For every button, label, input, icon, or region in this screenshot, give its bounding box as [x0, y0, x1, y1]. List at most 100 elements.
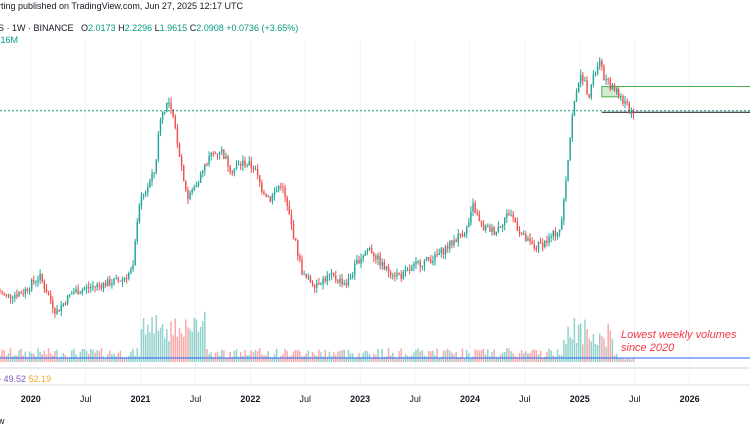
candle-body	[22, 293, 24, 295]
candle-body	[132, 265, 134, 270]
candle-body	[206, 164, 208, 166]
volume-bar	[271, 357, 274, 362]
volume-bar	[288, 357, 291, 362]
candle-body	[104, 282, 107, 287]
candle-body	[349, 276, 352, 279]
candle-body	[66, 295, 69, 305]
volume-bar	[149, 332, 151, 362]
candle-body	[254, 168, 257, 170]
candle-body	[421, 265, 424, 267]
candle-body	[220, 149, 223, 153]
x-tick-label: 2026	[680, 394, 700, 404]
volume-bar	[0, 355, 1, 362]
volume-bar	[193, 317, 196, 362]
volume-bar	[434, 355, 436, 362]
candle-body	[586, 80, 588, 95]
volume-bar	[16, 355, 18, 362]
volume-bar	[356, 356, 358, 362]
volume-bar	[480, 350, 483, 362]
candle-body	[320, 284, 322, 286]
volume-bar	[381, 348, 383, 362]
volume-bar	[220, 349, 223, 362]
volume-bar	[90, 348, 92, 362]
volume-bar	[487, 349, 489, 362]
rsi-readout: - 49.52 52.19	[0, 374, 51, 384]
candle-body	[180, 156, 183, 166]
volume-bar	[151, 316, 153, 362]
volume-bar	[180, 333, 183, 362]
candle-body	[480, 221, 483, 226]
candle-body	[425, 257, 428, 261]
volume-bar	[56, 349, 58, 362]
volume-bar	[259, 348, 261, 362]
volume-bar	[176, 336, 179, 362]
candle-body	[503, 218, 506, 225]
volume-bar	[94, 352, 96, 362]
change-value: +0.0736 (+3.65%)	[226, 23, 299, 33]
volume-bar	[402, 356, 405, 362]
candle-body	[261, 182, 263, 192]
candle-body	[246, 165, 248, 167]
candle-body	[56, 309, 58, 314]
candle-body	[294, 238, 297, 241]
candle-body	[41, 273, 43, 282]
volume-bar	[47, 348, 50, 362]
volume-bar	[628, 358, 631, 362]
volume-bar	[560, 355, 563, 362]
volume-bar	[14, 355, 16, 362]
volume-bar	[332, 352, 335, 362]
volume-bar	[121, 356, 124, 362]
volume-bar	[22, 355, 24, 362]
candle-body	[45, 288, 48, 294]
volume-bar	[531, 350, 533, 362]
volume-bar	[472, 356, 474, 362]
volume-bar	[541, 357, 544, 362]
candle-body	[235, 165, 238, 169]
volume-bar	[178, 328, 181, 362]
candle-body	[278, 186, 280, 190]
candle-body	[54, 308, 56, 314]
candle-body	[159, 120, 162, 135]
candle-body	[60, 305, 62, 312]
candle-body	[493, 227, 495, 235]
candle-body	[339, 278, 341, 283]
volume-bar	[275, 348, 278, 362]
volume-bar	[24, 351, 27, 362]
candle-body	[20, 292, 22, 294]
candle-body	[563, 199, 565, 220]
volume-bar	[392, 352, 394, 362]
symbol-ohlc: S · 1W · BINANCE O2.0173 H2.2296 L1.9615…	[0, 23, 299, 33]
candle-body	[94, 286, 96, 288]
candle-body	[354, 263, 356, 275]
candle-body	[544, 240, 546, 248]
volume-bar	[269, 357, 272, 362]
candle-body	[130, 269, 132, 274]
candle-body	[440, 248, 443, 254]
volume-bar	[360, 357, 362, 362]
volume-bar	[206, 348, 208, 362]
volume-bar	[417, 348, 419, 362]
volume-bar	[609, 330, 612, 362]
candle-body	[375, 256, 377, 260]
volume-bar	[265, 355, 267, 362]
volume-bar	[297, 349, 299, 362]
volume-bar	[579, 323, 582, 362]
volume-bar	[446, 348, 449, 362]
volume-bar	[250, 350, 253, 362]
candle-body	[632, 110, 635, 115]
candle-body	[525, 234, 527, 241]
candle-body	[26, 288, 29, 291]
volume-bar	[444, 350, 447, 362]
x-tick-label: Jul	[190, 394, 202, 404]
volume-bar	[617, 358, 620, 362]
candle-body	[288, 205, 291, 215]
symbol-label[interactable]: S · 1W · BINANCE	[0, 23, 74, 33]
volume-bar	[584, 319, 586, 362]
volume-bar	[611, 339, 614, 362]
candle-body	[324, 278, 326, 282]
volume-bar	[493, 349, 495, 362]
candle-body	[195, 185, 198, 187]
volume-bar	[182, 336, 185, 362]
volume-bar	[569, 337, 571, 362]
